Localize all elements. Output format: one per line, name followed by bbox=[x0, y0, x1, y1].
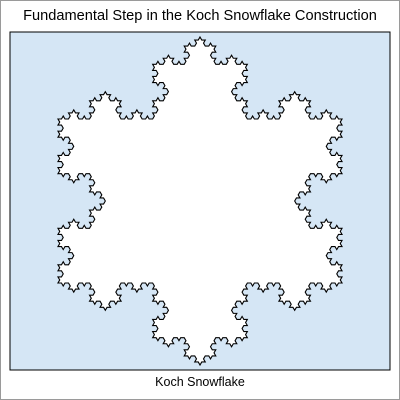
figure-title: Fundamental Step in the Koch Snowflake C… bbox=[23, 8, 377, 24]
figure-caption: Koch Snowflake bbox=[155, 375, 245, 389]
koch-snowflake-shape bbox=[57, 35, 343, 367]
